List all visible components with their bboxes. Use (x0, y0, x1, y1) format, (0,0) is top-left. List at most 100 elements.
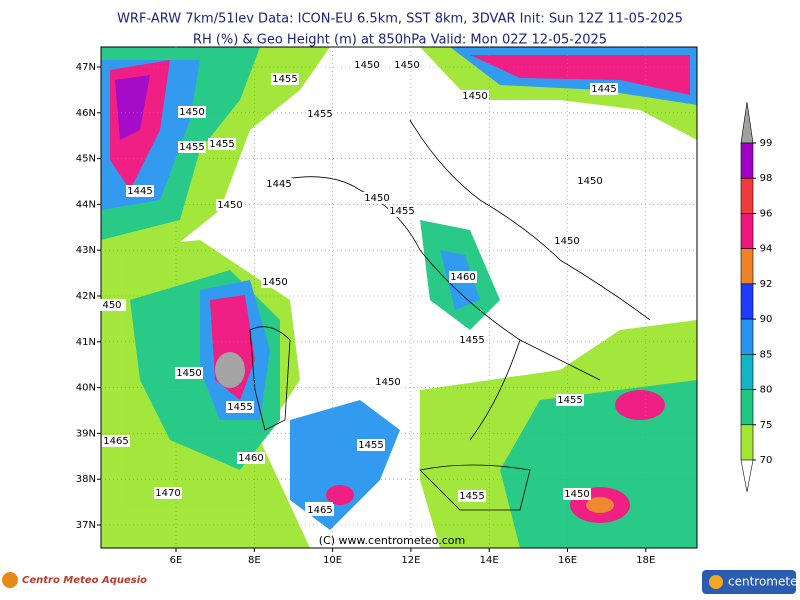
map-frame (100, 46, 698, 549)
left-logo-icon (2, 572, 18, 588)
contour-label-bg (126, 185, 154, 197)
right-logo-icon (709, 575, 723, 589)
contour-label: 1450 (176, 368, 201, 379)
contour-label-bg (178, 141, 206, 153)
contour-label: 1445 (591, 84, 616, 95)
contour-label-bg (102, 435, 130, 447)
contour-label-bg (178, 106, 206, 118)
colorbar-label: 98 (760, 173, 773, 184)
colorbar-segment (740, 318, 754, 355)
contour-label-bg (363, 192, 391, 204)
map-area (100, 46, 698, 549)
colorbar-label: 94 (760, 244, 773, 255)
lat-label: 40N (76, 383, 96, 394)
contour-label: 1455 (358, 440, 383, 451)
lat-label: 37N (76, 520, 96, 531)
colorbar-segment (740, 177, 754, 214)
contour-label: 1450 (554, 236, 579, 247)
lon-label: 12E (401, 555, 420, 566)
contour-label: 1465 (103, 436, 128, 447)
contour-label: 1450 (564, 489, 589, 500)
contour-label-bg (458, 334, 486, 346)
lon-label: 6E (170, 555, 183, 566)
contour-label: 1455 (227, 402, 252, 413)
contour-label-bg (226, 401, 254, 413)
contour-label-bg (265, 178, 293, 190)
rh-field (101, 47, 697, 548)
contour-label: 1460 (238, 453, 263, 464)
colorbar-over (740, 101, 754, 144)
contour-label: 1455 (209, 139, 234, 150)
colorbar-segment (740, 248, 754, 285)
lon-label: 16E (558, 555, 577, 566)
contour-label-bg (388, 205, 416, 217)
coastline (279, 119, 651, 441)
contour-label-bg (154, 487, 182, 499)
contour-label-bg (175, 367, 203, 379)
contour-label-bg (590, 83, 618, 95)
contour-label: 1465 (307, 505, 332, 516)
contour-label: 1450 (262, 277, 287, 288)
contour-label: 1445 (266, 179, 291, 190)
colorbar-label: 92 (760, 279, 773, 290)
colorbar-label: 96 (760, 208, 773, 219)
contour-label: 1455 (389, 206, 414, 217)
contour-label: 1460 (450, 272, 475, 283)
left-logo-text: Centro Meteo Aquesio (22, 575, 147, 586)
contour-label-bg (556, 394, 584, 406)
colorbar-segment (740, 424, 754, 461)
contour-label: 1455 (459, 335, 484, 346)
contour-label: 1450 (462, 91, 487, 102)
contour-label-bg (393, 59, 421, 71)
contour-label-bg (306, 108, 334, 120)
subtitle-line: RH (%) & Geo Height (m) at 850hPa Valid:… (193, 33, 607, 48)
contour-label-bg (216, 199, 244, 211)
contour-label-bg (553, 235, 581, 247)
colorbar-label: 80 (760, 385, 773, 396)
copyright: (C) www.centrometeo.com (319, 534, 465, 547)
contour-label: 1455 (557, 395, 582, 406)
lat-label: 39N (76, 428, 96, 439)
lat-label: 41N (76, 337, 96, 348)
contour-label: 450 (102, 300, 121, 311)
contour-label-bg (208, 138, 236, 150)
contour-label: 1455 (459, 491, 484, 502)
contour-label-bg (357, 439, 385, 451)
contour-label: 1450 (364, 193, 389, 204)
colorbar-label: 99 (760, 138, 773, 149)
colorbar-label: 85 (760, 349, 773, 360)
colorbar-segment (740, 142, 754, 179)
lat-label: 43N (76, 245, 96, 256)
lat-label: 42N (76, 291, 96, 302)
contour-label-bg (449, 271, 477, 283)
contour-label-bg (461, 90, 489, 102)
right-logo-text: centrometeo (728, 575, 800, 589)
contour-label: 1450 (217, 200, 242, 211)
colorbar-segment (740, 213, 754, 249)
colorbar-label: 90 (760, 314, 773, 325)
colorbar-label: 70 (760, 455, 773, 466)
contour-label-bg (98, 299, 126, 311)
contour-label: 1450 (394, 60, 419, 71)
contour-label: 1455 (272, 74, 297, 85)
contour-label-bg (271, 73, 299, 85)
contour-label-bg (458, 490, 486, 502)
lon-label: 14E (480, 555, 499, 566)
contour-label: 1445 (127, 186, 152, 197)
lon-label: 18E (636, 555, 655, 566)
contour-label: 1450 (179, 107, 204, 118)
contour-label-bg (576, 175, 604, 187)
contour-label: 1455 (307, 109, 332, 120)
contour-label: 1450 (577, 176, 602, 187)
colorbar-segment (740, 389, 754, 426)
contour-label: 1450 (375, 377, 400, 388)
contour-label-bg (261, 276, 289, 288)
contour-label-bg (353, 59, 381, 71)
contour-label-bg (237, 452, 265, 464)
contour-label-bg (374, 376, 402, 388)
lat-label: 45N (76, 154, 96, 165)
contour-label: 1450 (354, 60, 379, 71)
lon-label: 8E (248, 555, 261, 566)
contour-label: 1470 (155, 488, 180, 499)
colorbar-segment (740, 283, 754, 320)
